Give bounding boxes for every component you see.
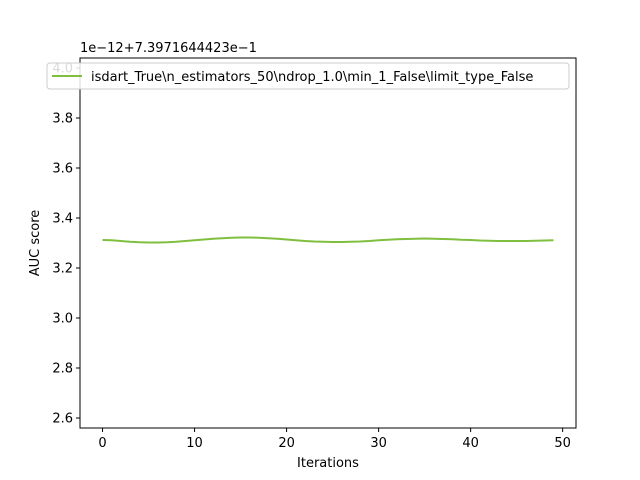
x-tick-label: 10 <box>186 436 203 451</box>
series-line-0 <box>102 236 554 244</box>
y-tick-label: 3.2 <box>52 262 73 277</box>
y-tick-label: 3.4 <box>52 212 73 227</box>
y-tick-label: 2.8 <box>52 362 73 377</box>
y-axis-label: AUC score <box>28 210 43 277</box>
x-tick-label: 40 <box>462 436 479 451</box>
legend-entry-label: isdart_True\n_estimators_50\ndrop_1.0\mi… <box>91 70 533 85</box>
x-tick-label: 20 <box>278 436 295 451</box>
x-tick-label: 30 <box>370 436 387 451</box>
x-tick-label: 0 <box>98 436 106 451</box>
x-tick-label: 50 <box>554 436 571 451</box>
y-tick-label: 2.6 <box>52 412 73 427</box>
y-tick-label: 3.6 <box>52 162 73 177</box>
y-tick-label: 3.0 <box>52 312 73 327</box>
axes-frame <box>79 57 577 429</box>
legend-box <box>46 62 570 90</box>
offset-label: 1e−12+7.3971644423e−1 <box>80 41 257 56</box>
legend: isdart_True\n_estimators_50\ndrop_1.0\mi… <box>46 62 570 90</box>
x-axis-label: Iterations <box>297 456 359 471</box>
y-tick-label: 3.8 <box>52 112 73 127</box>
